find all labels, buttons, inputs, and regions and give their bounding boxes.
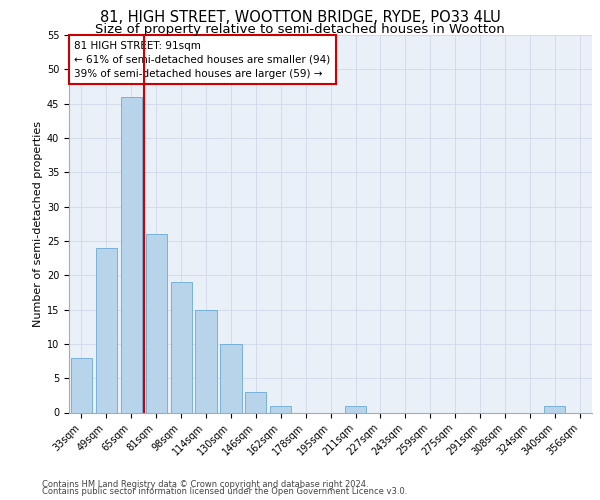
Bar — [146, 234, 167, 412]
Bar — [96, 248, 117, 412]
Bar — [71, 358, 92, 412]
Text: 81 HIGH STREET: 91sqm
← 61% of semi-detached houses are smaller (94)
39% of semi: 81 HIGH STREET: 91sqm ← 61% of semi-deta… — [74, 40, 331, 78]
Bar — [245, 392, 266, 412]
Bar — [345, 406, 366, 412]
Bar — [270, 406, 292, 412]
Bar — [544, 406, 565, 412]
Y-axis label: Number of semi-detached properties: Number of semi-detached properties — [32, 120, 43, 327]
Bar — [196, 310, 217, 412]
Text: Contains public sector information licensed under the Open Government Licence v3: Contains public sector information licen… — [42, 487, 407, 496]
Bar — [170, 282, 192, 412]
Bar — [220, 344, 242, 412]
Bar — [121, 97, 142, 412]
Text: 81, HIGH STREET, WOOTTON BRIDGE, RYDE, PO33 4LU: 81, HIGH STREET, WOOTTON BRIDGE, RYDE, P… — [100, 10, 500, 25]
Text: Contains HM Land Registry data © Crown copyright and database right 2024.: Contains HM Land Registry data © Crown c… — [42, 480, 368, 489]
Text: Size of property relative to semi-detached houses in Wootton: Size of property relative to semi-detach… — [95, 22, 505, 36]
